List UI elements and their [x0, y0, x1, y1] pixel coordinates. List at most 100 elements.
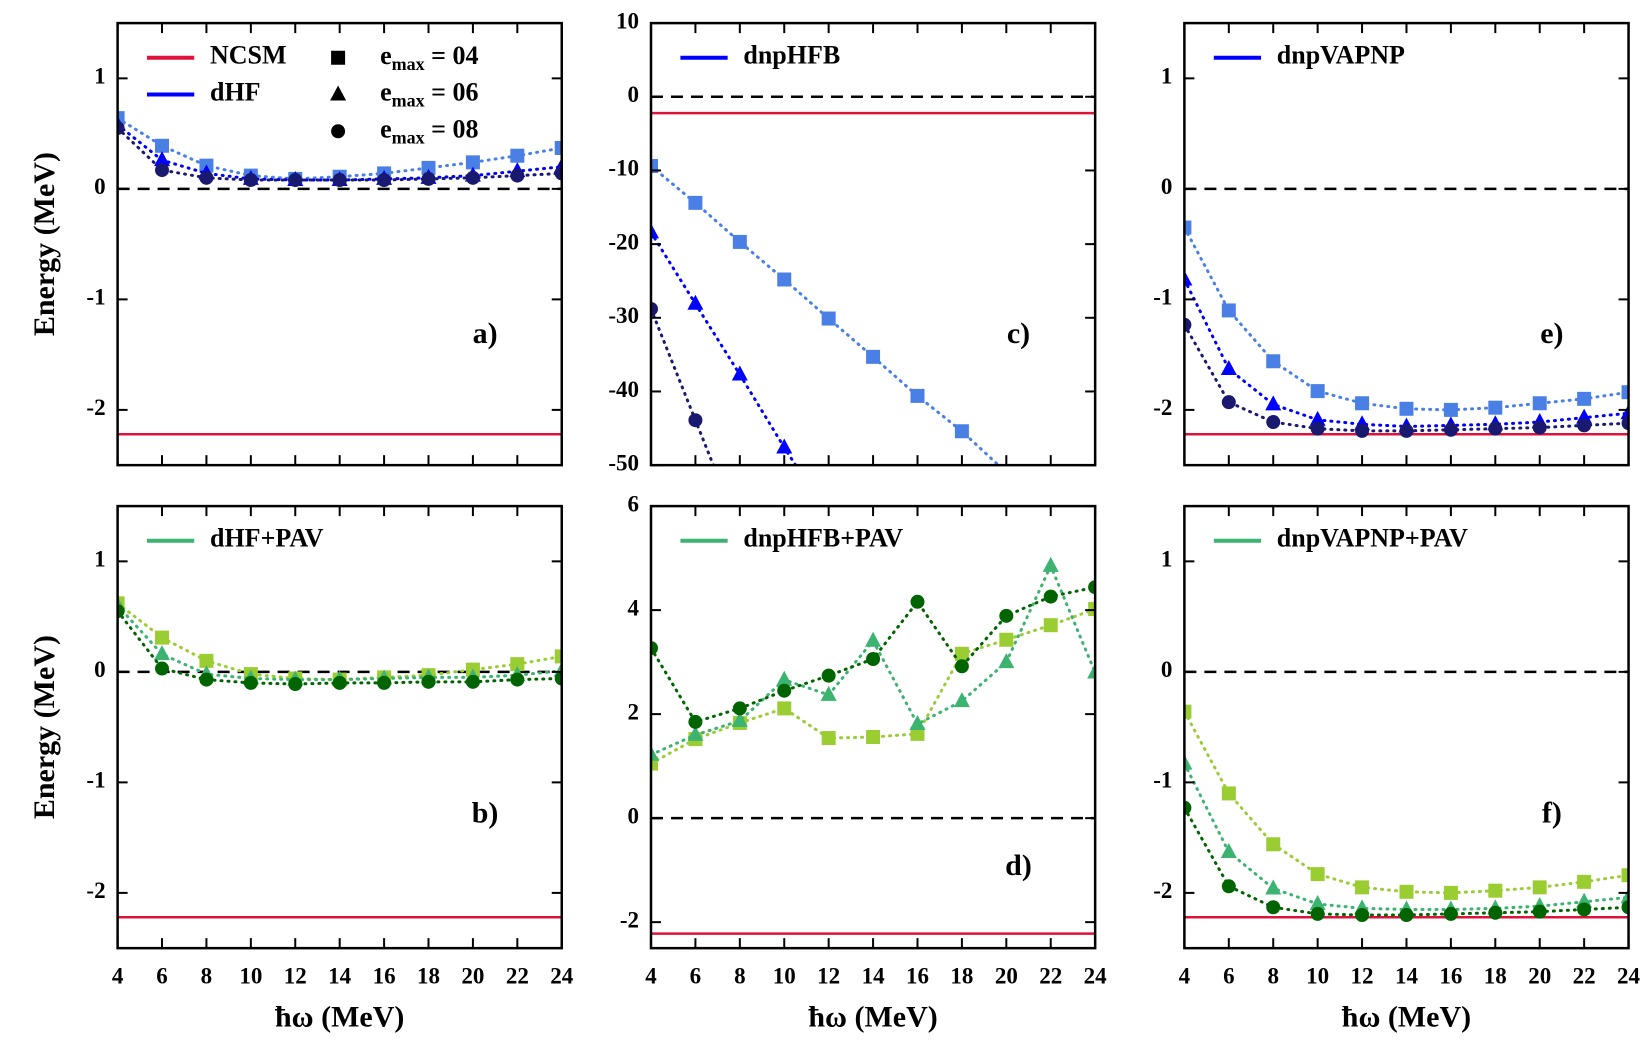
marker-square [155, 630, 170, 645]
marker-circle [1221, 395, 1236, 410]
marker-square [910, 388, 925, 403]
x-tick-label: 24 [1084, 963, 1108, 988]
plot-area [651, 556, 1096, 935]
marker-square [954, 424, 969, 439]
panel: -2 -1 0 1 dnpVAPNP e) [1153, 21, 1630, 467]
legend-label: dnpHFB+PAV [743, 524, 903, 553]
marker-square [1088, 602, 1096, 617]
marker-triangle [1309, 410, 1326, 426]
marker-circle [288, 677, 303, 692]
marker-square [1577, 391, 1592, 406]
legend-text: e [380, 77, 392, 106]
marker-square [821, 731, 836, 746]
marker-circle [1399, 907, 1414, 922]
marker-square [1043, 618, 1058, 633]
y-tick-label: 10 [616, 8, 639, 33]
x-tick-label: 14 [328, 963, 352, 988]
marker-circle [1266, 415, 1281, 430]
x-axis-label: ħω (MeV) [275, 1000, 404, 1033]
marker-square [510, 148, 525, 163]
x-tick-label: 4 [645, 963, 657, 988]
marker-circle [1532, 420, 1547, 435]
marker-square [1532, 396, 1547, 411]
x-tick-label: 16 [1439, 963, 1462, 988]
x-tick-label: 22 [1573, 963, 1596, 988]
marker-triangle [651, 223, 659, 239]
y-tick-label: -40 [608, 377, 639, 402]
marker-square [1621, 385, 1629, 400]
x-tick-label: 18 [1484, 963, 1507, 988]
legend-label: dnpHFB [743, 41, 840, 70]
panel: 4 6 8 10 12 14 16 18 20 22 24 -2 -1 0 1 dnpVAPNP+PAV f) ħ… [1153, 504, 1641, 1033]
marker-square [1443, 402, 1458, 417]
frame [116, 504, 563, 950]
legend-subscript: max [392, 91, 425, 111]
y-tick-label: 0 [1161, 657, 1173, 682]
x-tick-label: 4 [1179, 963, 1191, 988]
marker-circle [688, 413, 703, 428]
y-tick-label: 0 [628, 803, 640, 828]
marker-circle [1088, 580, 1096, 595]
x-tick-label: 16 [906, 963, 929, 988]
frame [1183, 21, 1630, 467]
marker-circle [199, 672, 214, 687]
plot-area [651, 95, 1096, 480]
y-tick-label: -10 [608, 156, 639, 181]
series-line [117, 601, 562, 682]
marker-square [1221, 303, 1236, 318]
marker-triangle [687, 294, 704, 310]
marker-circle [1577, 418, 1592, 433]
marker-square [866, 730, 881, 745]
x-tick-label: 20 [1528, 963, 1551, 988]
legend-text: = 08 [425, 114, 479, 143]
y-tick-label: 0 [94, 174, 106, 199]
marker-circle [510, 168, 525, 183]
x-tick-label: 14 [1395, 963, 1419, 988]
marker-square [999, 632, 1014, 647]
legend-label: dHF [210, 77, 261, 106]
marker-triangle [154, 645, 171, 661]
marker-square [999, 466, 1013, 480]
marker-circle [651, 641, 658, 656]
y-tick-label: -1 [86, 768, 105, 793]
marker-triangle [998, 653, 1015, 669]
marker-square [1399, 401, 1414, 416]
marker-triangle [953, 692, 970, 708]
marker-circle [554, 166, 562, 181]
series-line [1184, 806, 1629, 917]
marker-circle [465, 674, 480, 689]
marker-square [465, 155, 480, 170]
marker-triangle [1265, 879, 1282, 895]
y-tick-label: -1 [1153, 285, 1172, 310]
frame [116, 21, 563, 467]
x-tick-label: 8 [201, 963, 213, 988]
y-tick-label: 0 [1161, 174, 1173, 199]
marker-triangle [1184, 270, 1193, 286]
y-tick-label: 2 [628, 699, 640, 724]
marker-circle [1443, 906, 1458, 921]
marker-square [1184, 704, 1192, 719]
marker-triangle [865, 631, 882, 647]
marker-circle [332, 675, 347, 690]
y-tick-label: -2 [1153, 878, 1172, 903]
frame [649, 21, 1097, 467]
marker-square [651, 756, 658, 771]
marker-circle [117, 121, 125, 136]
x-tick-label: 20 [995, 963, 1018, 988]
marker-circle [999, 608, 1014, 623]
marker-circle [1221, 879, 1236, 894]
legend-label: emax = 08 [380, 114, 478, 147]
series-line [651, 607, 1096, 766]
marker-circle [866, 651, 881, 666]
marker-square [1577, 874, 1592, 889]
legend-label: NCSM [210, 41, 287, 70]
y-tick-label: 1 [94, 547, 106, 572]
panel-label: b) [472, 797, 499, 830]
marker-circle [1310, 421, 1325, 436]
marker-circle [1266, 900, 1281, 915]
marker-square [1399, 884, 1414, 899]
marker-square [1488, 883, 1503, 898]
x-tick-label: 10 [239, 963, 262, 988]
marker-square [510, 657, 525, 672]
